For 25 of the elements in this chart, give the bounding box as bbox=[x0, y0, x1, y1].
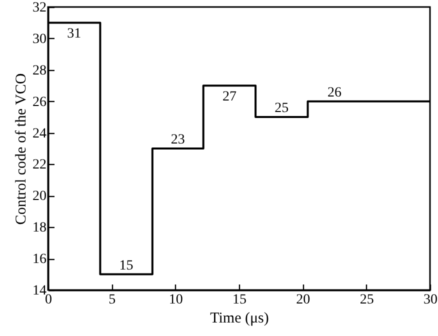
data-label: 26 bbox=[328, 85, 342, 100]
x-tick-label: 25 bbox=[360, 292, 374, 308]
y-tick-label: 20 bbox=[32, 189, 46, 204]
x-axis-title: Time (μs) bbox=[210, 310, 269, 326]
y-tick-label: 26 bbox=[32, 94, 46, 110]
x-tick-label: 20 bbox=[296, 292, 310, 308]
x-tick-label: 30 bbox=[424, 292, 438, 308]
y-axis-title: Control code of the VCO bbox=[14, 73, 30, 225]
x-tick-label: 10 bbox=[168, 292, 183, 308]
y-tick-label: 16 bbox=[32, 252, 46, 268]
x-tick-label: 0 bbox=[45, 292, 52, 308]
data-label: 23 bbox=[170, 132, 185, 148]
data-label: 27 bbox=[222, 90, 236, 105]
data-label: 25 bbox=[274, 101, 289, 116]
y-tick-label: 30 bbox=[32, 32, 46, 47]
data-label: 31 bbox=[67, 26, 82, 42]
y-tick-label: 14 bbox=[32, 284, 46, 298]
x-tick-label: 5 bbox=[108, 292, 116, 308]
y-tick-label: 28 bbox=[32, 63, 46, 78]
y-tick-label: 22 bbox=[32, 158, 46, 173]
y-tick-label: 24 bbox=[32, 126, 46, 142]
y-tick-label: 18 bbox=[32, 220, 46, 236]
x-tick-label: 15 bbox=[232, 292, 246, 308]
data-label: 15 bbox=[119, 258, 134, 274]
y-tick-label: 32 bbox=[32, 0, 46, 16]
